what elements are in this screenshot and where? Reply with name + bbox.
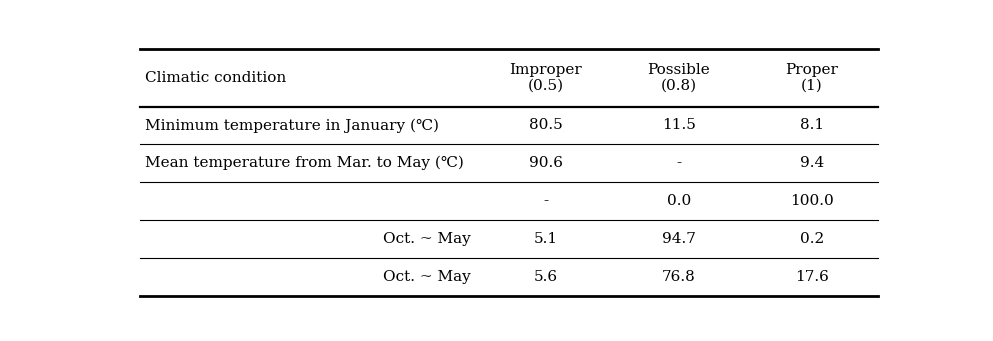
Text: Oct. ~ May: Oct. ~ May <box>382 270 471 284</box>
Text: 0.0: 0.0 <box>666 194 691 208</box>
Text: 9.4: 9.4 <box>799 156 824 170</box>
Text: Minimum temperature in January (℃): Minimum temperature in January (℃) <box>145 118 440 133</box>
Text: 0.2: 0.2 <box>799 232 824 246</box>
Text: 5.6: 5.6 <box>534 270 558 284</box>
Text: 76.8: 76.8 <box>662 270 696 284</box>
Text: Oct. ~ May: Oct. ~ May <box>382 232 471 246</box>
Text: 94.7: 94.7 <box>662 232 696 246</box>
Text: 11.5: 11.5 <box>662 118 696 132</box>
Text: 8.1: 8.1 <box>799 118 824 132</box>
Text: 100.0: 100.0 <box>790 194 834 208</box>
Text: -: - <box>676 156 681 170</box>
Text: 80.5: 80.5 <box>529 118 563 132</box>
Text: Possible
(0.8): Possible (0.8) <box>647 63 710 93</box>
Text: 90.6: 90.6 <box>529 156 563 170</box>
Text: 17.6: 17.6 <box>794 270 829 284</box>
Text: Mean temperature from Mar. to May (℃): Mean temperature from Mar. to May (℃) <box>145 156 465 170</box>
Text: -: - <box>543 194 548 208</box>
Text: Proper
(1): Proper (1) <box>785 63 838 93</box>
Text: Improper
(0.5): Improper (0.5) <box>509 63 582 93</box>
Text: 5.1: 5.1 <box>534 232 558 246</box>
Text: Climatic condition: Climatic condition <box>145 71 287 85</box>
